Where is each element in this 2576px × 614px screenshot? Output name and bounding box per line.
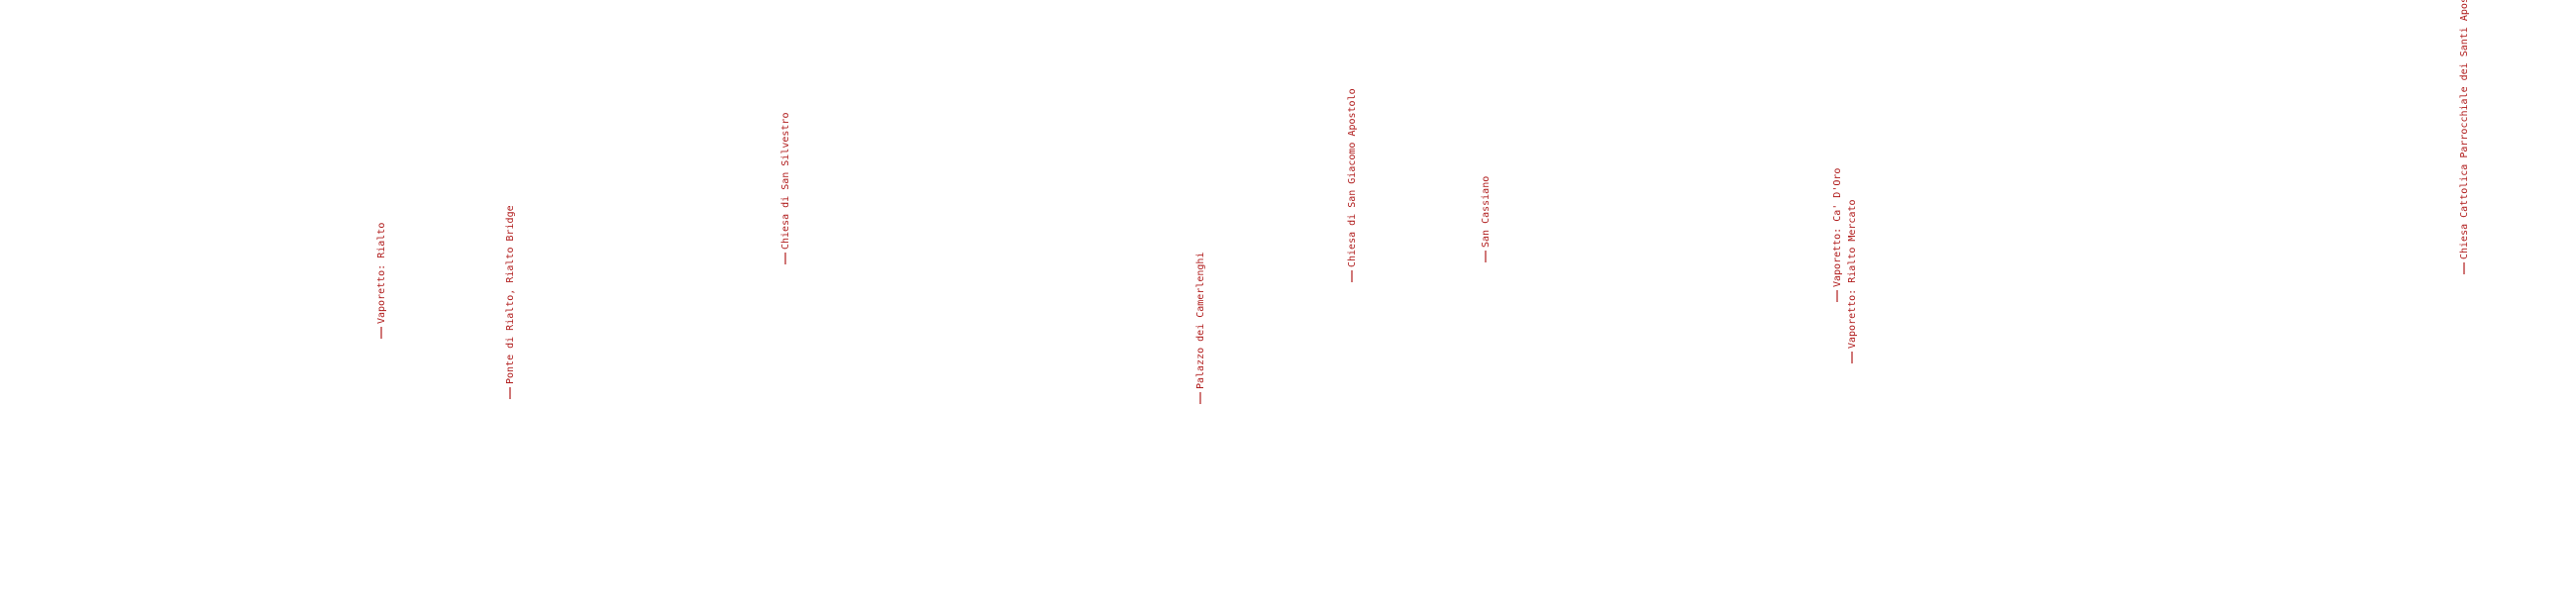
label-text: Chiesa Cattolica Parrocchiale dei Santi …: [2459, 0, 2470, 259]
label-text: Vaporetto: Rialto: [376, 223, 387, 324]
map-label: Chiesa Cattolica Parrocchiale dei Santi …: [2459, 0, 2470, 274]
label-text: Chiesa di San Giacomo Apostolo: [1347, 88, 1358, 267]
map-label: Ponte di Rialto, Rialto Bridge: [505, 205, 516, 399]
label-text: Vaporetto: Ca' D'Oro: [1832, 168, 1843, 287]
map-label: Vaporetto: Rialto Mercato: [1847, 199, 1858, 363]
map-label: San Cassiano: [1481, 176, 1492, 262]
label-text: Ponte di Rialto, Rialto Bridge: [505, 205, 516, 384]
map-label: Chiesa di San Giacomo Apostolo: [1347, 88, 1358, 282]
label-text: Chiesa di San Silvestro: [780, 113, 791, 250]
label-text: San Cassiano: [1481, 176, 1492, 248]
label-text: Vaporetto: Rialto Mercato: [1847, 199, 1858, 349]
map-label: Vaporetto: Ca' D'Oro: [1832, 168, 1843, 302]
map-label: Chiesa di San Silvestro: [780, 113, 791, 264]
map-label: Vaporetto: Rialto: [376, 223, 387, 339]
map-label: Palazzo dei Camerlenghi: [1195, 253, 1206, 404]
label-text: Palazzo dei Camerlenghi: [1195, 253, 1206, 389]
